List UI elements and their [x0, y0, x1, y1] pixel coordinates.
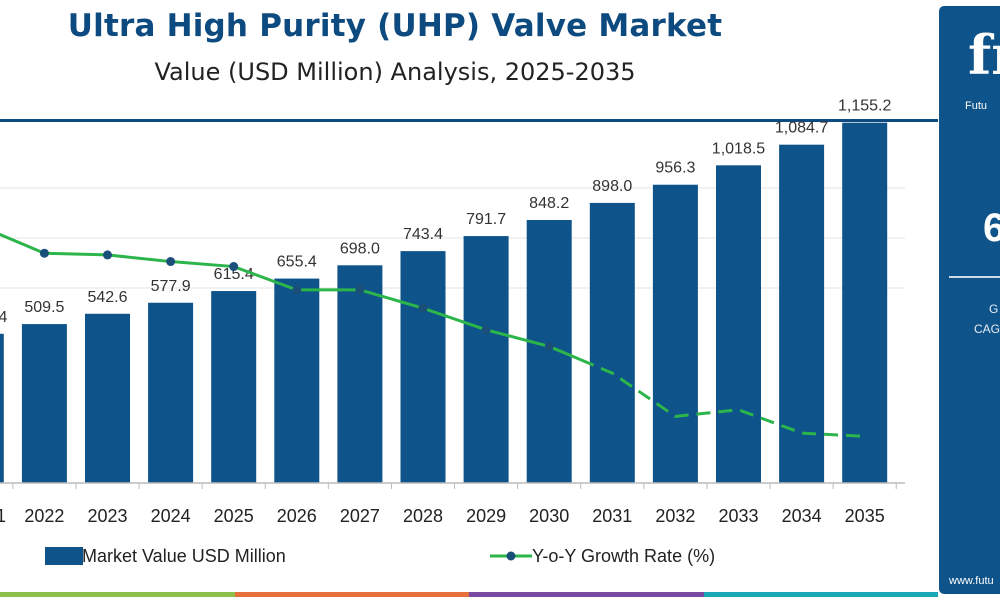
- brand-panel: fı Futu 6 G CAG www.futu: [939, 6, 1000, 594]
- bar: [652, 184, 698, 483]
- x-tick-label: 2029: [466, 506, 506, 526]
- x-tick-label: 1: [0, 506, 6, 526]
- bar-value-label: 4: [0, 309, 8, 326]
- growth-line-group: [0, 232, 865, 438]
- panel-label-cagr: CAG: [974, 322, 1000, 336]
- bar: [0, 333, 4, 483]
- bar-value-label: 848.2: [529, 195, 569, 212]
- x-tick-label: 2022: [24, 506, 64, 526]
- x-tick-label: 2030: [529, 506, 569, 526]
- bars-group: [0, 122, 888, 484]
- bar-value-label: 1,018.5: [712, 140, 765, 157]
- bar-value-label: 655.4: [277, 254, 317, 271]
- bar-value-label: 956.3: [655, 160, 695, 177]
- x-tick-label: 2035: [845, 506, 885, 526]
- bar-value-label: 698.0: [340, 240, 380, 257]
- growth-line-projected: [580, 358, 865, 438]
- growth-point: [418, 303, 428, 313]
- bar: [842, 122, 888, 484]
- color-stripe: [703, 592, 938, 597]
- bottom-color-stripes: [0, 592, 938, 597]
- x-tick-label: 2027: [340, 506, 380, 526]
- x-tick-label: 2033: [718, 506, 758, 526]
- growth-point: [355, 285, 365, 295]
- bar: [337, 265, 383, 483]
- bar: [21, 324, 67, 483]
- growth-point: [39, 248, 49, 258]
- brand-logo-text: Futu: [965, 100, 988, 112]
- x-axis: 1 2022 2023 2024 2025 2026 2027 2028 2029 2030 203…: [0, 482, 905, 526]
- legend-swatch-dot: [506, 551, 516, 561]
- bar-value-label: 542.6: [87, 289, 127, 306]
- bar-value-label: 509.5: [24, 299, 64, 316]
- color-stripe: [0, 592, 235, 597]
- x-tick-label: 2024: [151, 506, 191, 526]
- bar: [211, 291, 257, 483]
- x-tick-label: 2026: [277, 506, 317, 526]
- bar: [716, 165, 761, 484]
- bar: [779, 144, 825, 483]
- bar-value-label: 577.9: [151, 278, 191, 295]
- bar: [274, 278, 320, 483]
- legend-label-line: Y-o-Y Growth Rate (%): [532, 546, 715, 566]
- panel-label-growth: G: [989, 302, 999, 316]
- bar-value-label: 743.4: [403, 226, 443, 243]
- bar: [589, 202, 635, 483]
- bar-labels-group: 4509.5542.6577.9615.4655.4698.0743.4791.…: [0, 98, 891, 326]
- bar-value-label: 898.0: [592, 178, 632, 195]
- bar-value-label: 1,084.7: [775, 120, 828, 137]
- x-tick-label: 2028: [403, 506, 443, 526]
- color-stripe: [234, 592, 469, 597]
- x-tick-label: 2023: [87, 506, 127, 526]
- growth-point: [229, 262, 239, 272]
- bar: [400, 251, 446, 483]
- growth-point: [481, 325, 491, 335]
- growth-point: [544, 341, 554, 351]
- bar-value-label: 791.7: [466, 211, 506, 228]
- bar: [463, 236, 509, 483]
- growth-point: [103, 250, 112, 260]
- color-stripe: [469, 592, 704, 597]
- chart-subtitle: Value (USD Million) Analysis, 2025-2035: [154, 58, 636, 86]
- legend-label-bar: Market Value USD Million: [82, 546, 286, 566]
- gridlines: [0, 187, 905, 289]
- bar: [148, 302, 194, 483]
- legend: Market Value USD Million Y-o-Y Growth Rat…: [45, 546, 715, 566]
- bar-line-chart: 4509.5542.6577.9615.4655.4698.0743.4791.…: [0, 98, 905, 566]
- growth-point: [166, 257, 176, 267]
- cagr-value: 6: [983, 206, 1000, 250]
- panel-divider: [949, 276, 1000, 278]
- brand-logo-icon: fı: [968, 23, 1000, 87]
- brand-url: www.futu: [949, 575, 994, 587]
- chart-title: Ultra High Purity (UHP) Valve Market: [67, 8, 723, 44]
- bar: [85, 313, 130, 483]
- x-tick-label: 2032: [655, 506, 695, 526]
- growth-point: [292, 285, 302, 295]
- x-tick-label: 2031: [592, 506, 632, 526]
- bar-value-label: 1,155.2: [838, 98, 891, 115]
- header-divider: [0, 119, 938, 122]
- x-tick-label: 2034: [782, 506, 822, 526]
- legend-swatch-bar: [45, 547, 83, 565]
- x-tick-label: 2025: [214, 506, 254, 526]
